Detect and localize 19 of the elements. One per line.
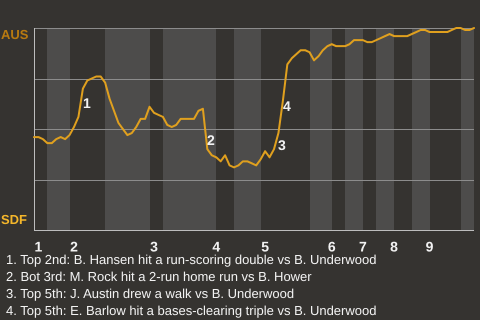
x-tick-label: 1 bbox=[34, 238, 43, 254]
x-tick-label: 6 bbox=[328, 238, 336, 254]
annotation: 3 bbox=[278, 137, 286, 153]
annotation: 1 bbox=[83, 95, 91, 111]
text: AUS bbox=[1, 27, 28, 42]
annotation: 4 bbox=[283, 98, 291, 114]
x-tick-label: 5 bbox=[261, 238, 270, 254]
x-tick-label: 7 bbox=[358, 238, 367, 254]
x-tick-label: 4 bbox=[212, 238, 220, 254]
text: SDF bbox=[1, 212, 27, 227]
annotation: 2 bbox=[207, 132, 215, 148]
x-tick-label: 2 bbox=[70, 238, 78, 254]
x-tick-label: 3 bbox=[150, 238, 158, 254]
text: 1. Top 2nd: B. Hansen hit a run-scoring double vs B. Underwood bbox=[6, 252, 376, 267]
x-tick-label: 9 bbox=[426, 238, 434, 254]
text: 3. Top 5th: J. Austin drew a walk vs B. Underwood bbox=[6, 285, 296, 302]
text: 4. Top 5th: E. Barlow hit a bases-clearing triple vs B. Underwood bbox=[6, 302, 378, 319]
x-tick-label: 8 bbox=[390, 238, 398, 254]
text: 2. Bot 3rd: M. Rock hit a 2-run home run vs B. Hower bbox=[6, 268, 313, 285]
